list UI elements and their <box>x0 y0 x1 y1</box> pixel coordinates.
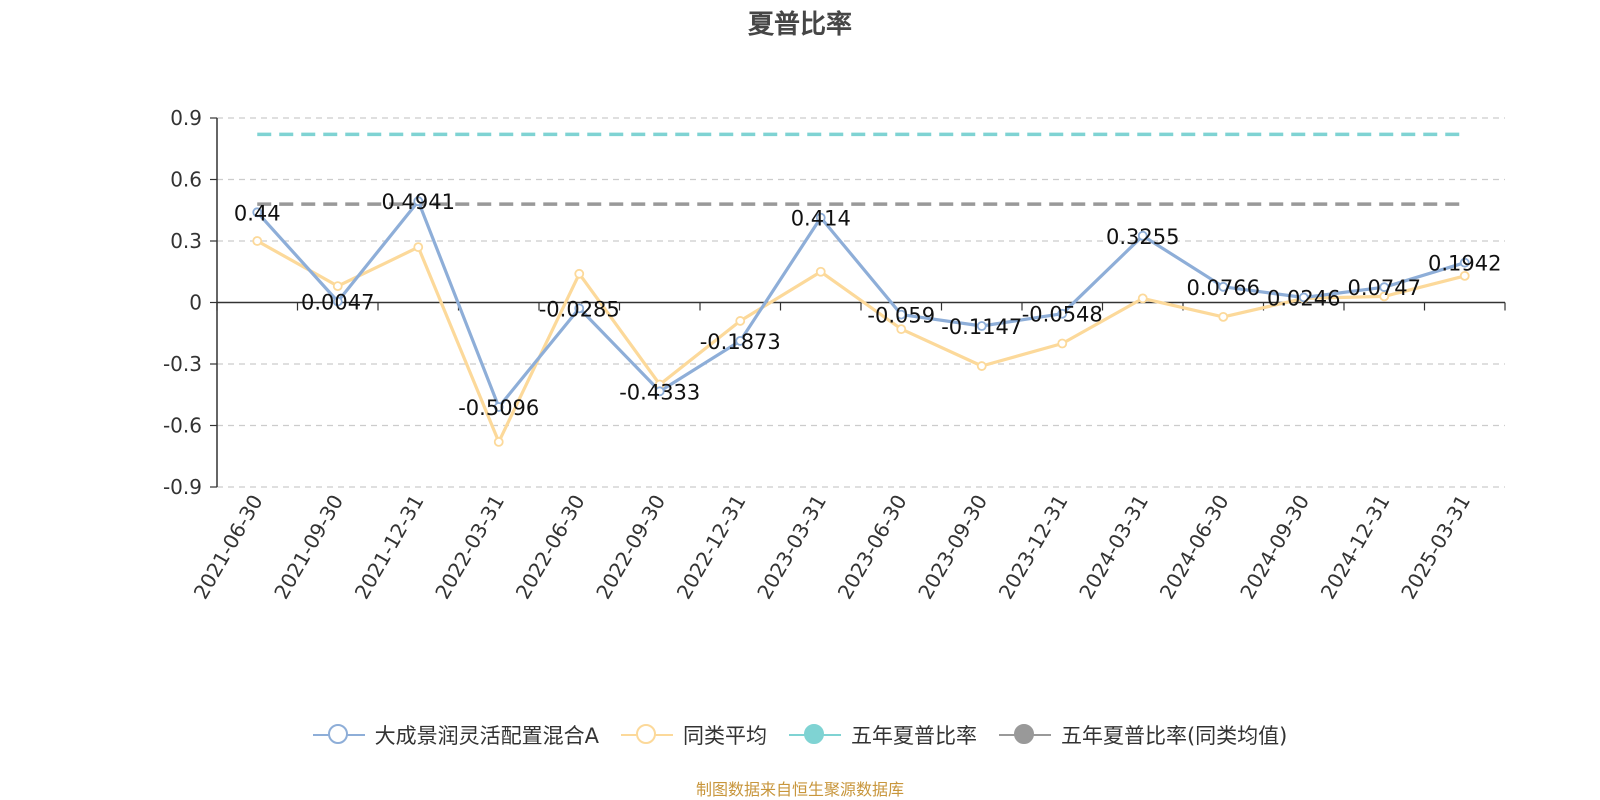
fund-data-label: 0.0246 <box>1267 286 1340 310</box>
fund-data-label: 0.4941 <box>382 190 455 214</box>
y-tick-label: 0 <box>189 291 202 315</box>
y-tick-label: 0.6 <box>170 168 202 192</box>
fund-point <box>1379 282 1390 293</box>
series-lines <box>256 199 1466 444</box>
fund-data-label: -0.0285 <box>539 297 620 321</box>
chart-title: 夏普比率 <box>747 10 852 40</box>
legend-item-five-year-sharpe-peer[interactable]: 五年夏普比率(同类均值) <box>998 720 1288 750</box>
peer-average-point <box>896 324 907 335</box>
fund-data-label: -0.059 <box>867 304 935 328</box>
fund-data-label: 0.0747 <box>1348 276 1421 300</box>
peer-average-point <box>1057 338 1068 349</box>
legend-item-peer-average[interactable]: 同类平均 <box>620 720 767 750</box>
fund-point <box>1218 281 1229 292</box>
legend-item-fund[interactable]: 大成景润灵活配置混合A <box>312 720 599 750</box>
legend-swatch-fund <box>312 723 365 747</box>
fund-point <box>1137 230 1148 241</box>
fund-point <box>896 309 907 320</box>
x-tick-label: 2024-06-30 <box>1155 491 1234 604</box>
fund-data-label: -0.1873 <box>700 330 781 354</box>
legend-swatch-five-year-sharpe-peer <box>998 723 1051 747</box>
x-tick-label: 2023-12-31 <box>994 491 1073 604</box>
legend-label-fund: 大成景润灵活配置混合A <box>374 724 599 748</box>
x-tick-label: 2022-09-30 <box>591 491 670 604</box>
peer-average-point <box>574 268 585 279</box>
x-tick-label: 2022-03-31 <box>430 491 509 604</box>
x-tick-label: 2023-03-31 <box>752 491 831 604</box>
fund-data-label: 0.3255 <box>1106 225 1179 249</box>
y-tick-label: -0.6 <box>163 414 202 438</box>
x-tick-label: 2021-12-31 <box>350 491 429 604</box>
fund-data-label: -0.0548 <box>1022 303 1103 327</box>
legend: 大成景润灵活配置混合A 同类平均 五年夏普比率 五年夏普比率(同类均值) <box>0 720 1600 750</box>
peer-average-series-line <box>256 239 1466 444</box>
source-note: 制图数据来自恒生聚源数据库 <box>695 780 904 799</box>
fund-point <box>654 386 665 397</box>
fund-point <box>1459 257 1470 268</box>
peer-average-point <box>493 436 504 447</box>
fund-point <box>1057 308 1068 319</box>
fund-data-label: -0.5096 <box>458 396 539 420</box>
fund-data-label: -0.4333 <box>619 380 700 404</box>
peer-average-point <box>332 281 343 292</box>
x-tick-label: 2024-03-31 <box>1074 491 1153 604</box>
legend-swatch-five-year-sharpe <box>788 723 841 747</box>
x-tick-label: 2024-09-30 <box>1235 491 1314 604</box>
peer-average-point <box>735 316 746 326</box>
fund-data-label: 0.0766 <box>1187 276 1260 300</box>
x-tick-label: 2022-06-30 <box>511 491 590 604</box>
legend-item-five-year-sharpe[interactable]: 五年夏普比率 <box>788 720 977 750</box>
legend-label-peer-average: 同类平均 <box>682 724 767 748</box>
peer-average-point <box>976 361 987 371</box>
fund-data-label: -0.1147 <box>941 315 1022 339</box>
peer-average-point <box>1379 291 1390 302</box>
peer-average-point <box>1137 293 1148 304</box>
grid-lines <box>217 117 1505 488</box>
fund-point <box>574 303 585 314</box>
legend-swatch-peer-average <box>620 723 673 747</box>
legend-label-five-year-sharpe-peer: 五年夏普比率(同类均值) <box>1060 724 1288 748</box>
fund-point <box>413 196 424 207</box>
peer-average-point <box>252 236 263 246</box>
x-tick-label: 2025-03-31 <box>1396 491 1475 604</box>
peer-average-point <box>1218 311 1229 322</box>
legend-label-five-year-sharpe: 五年夏普比率 <box>850 724 977 748</box>
reference-lines <box>257 132 1465 206</box>
fund-point <box>815 212 826 223</box>
y-tick-label: 0.3 <box>170 229 202 253</box>
peer-average-point <box>413 242 424 253</box>
fund-data-label: 0.44 <box>234 201 281 225</box>
series-points <box>252 196 1470 447</box>
x-tick-label: 2021-06-30 <box>189 491 268 604</box>
fund-point <box>332 296 343 307</box>
data-labels: 0.44 0.0047 0.4941 -0.5096 -0.0285 -0.4333 -0.… <box>234 190 1502 420</box>
peer-average-point <box>815 266 826 277</box>
x-tick-label: 2021-09-30 <box>269 491 348 604</box>
fund-series-line <box>256 199 1466 409</box>
peer-average-point <box>1459 270 1470 281</box>
fund-point <box>493 402 504 412</box>
y-tick-label: -0.9 <box>163 475 202 499</box>
x-tick-label: 2023-09-30 <box>913 491 992 604</box>
fund-point <box>1298 292 1309 303</box>
fund-data-label: 0.0047 <box>301 291 374 315</box>
x-tick-label: 2022-12-31 <box>672 491 751 604</box>
fund-data-label: 0.1942 <box>1428 252 1501 276</box>
fund-data-label: 0.414 <box>791 207 851 231</box>
x-tick-label: 2024-12-31 <box>1316 491 1395 604</box>
y-tick-label: 0.9 <box>170 106 202 130</box>
fund-point <box>252 207 263 218</box>
fund-point <box>735 335 746 346</box>
x-tick-label: 2023-06-30 <box>833 491 912 604</box>
y-tick-label: -0.3 <box>163 352 202 376</box>
fund-point <box>976 321 987 331</box>
